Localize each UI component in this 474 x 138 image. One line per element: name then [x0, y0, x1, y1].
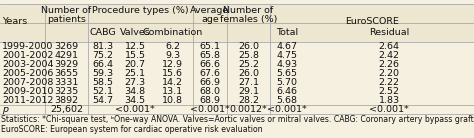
Text: 2.20: 2.20: [379, 69, 400, 78]
Text: 3655: 3655: [55, 69, 78, 78]
Text: Number of: Number of: [41, 6, 91, 14]
Text: 1999-2000: 1999-2000: [2, 42, 53, 51]
Text: 25.8: 25.8: [238, 51, 259, 60]
Text: 58.5: 58.5: [92, 78, 114, 87]
Text: 4.75: 4.75: [277, 51, 298, 60]
Text: Residual: Residual: [369, 28, 409, 37]
Text: 26.0: 26.0: [238, 69, 259, 78]
Text: 2009-2010: 2009-2010: [2, 87, 53, 96]
Text: 14.2: 14.2: [162, 78, 183, 87]
Text: 67.6: 67.6: [200, 69, 220, 78]
Text: age: age: [201, 15, 219, 24]
Text: <0.001*: <0.001*: [190, 105, 230, 114]
Text: 4291: 4291: [55, 51, 78, 60]
Text: EuroSCORE: EuroSCORE: [345, 17, 399, 26]
Text: 3892: 3892: [55, 96, 78, 105]
Text: 54.7: 54.7: [92, 96, 114, 105]
Text: 34.5: 34.5: [125, 96, 146, 105]
Text: 27.1: 27.1: [238, 78, 259, 87]
Text: Number of: Number of: [223, 6, 273, 14]
Text: 5.68: 5.68: [277, 96, 298, 105]
Text: 2.22: 2.22: [379, 78, 400, 87]
Text: 9.3: 9.3: [165, 51, 180, 60]
Text: 68.9: 68.9: [200, 96, 220, 105]
Text: Procedure types (%): Procedure types (%): [92, 6, 189, 14]
Text: <0.001*: <0.001*: [115, 105, 155, 114]
Text: 2001-2002: 2001-2002: [2, 51, 53, 60]
Text: 2007-2008: 2007-2008: [2, 78, 53, 87]
Text: 2.42: 2.42: [379, 51, 400, 60]
Text: CABG: CABG: [90, 28, 117, 37]
Text: 25,602: 25,602: [50, 105, 83, 114]
Text: 2.52: 2.52: [379, 87, 400, 96]
Text: Total: Total: [276, 28, 298, 37]
Text: 12.5: 12.5: [125, 42, 146, 51]
Text: EuroSCORE: European system for cardiac operative risk evaluation: EuroSCORE: European system for cardiac o…: [1, 125, 263, 134]
Text: 25.1: 25.1: [125, 69, 146, 78]
Text: 28.2: 28.2: [238, 96, 259, 105]
Text: 2.26: 2.26: [379, 60, 400, 69]
Text: 3235: 3235: [54, 87, 79, 96]
Text: 66.6: 66.6: [200, 60, 220, 69]
Text: 15.5: 15.5: [125, 51, 146, 60]
Text: 2011-2012: 2011-2012: [2, 96, 53, 105]
Text: 13.1: 13.1: [162, 87, 183, 96]
Text: 52.1: 52.1: [92, 87, 114, 96]
Text: 66.4: 66.4: [92, 60, 114, 69]
Text: 3331: 3331: [54, 78, 79, 87]
Text: 2.64: 2.64: [379, 42, 400, 51]
Text: 4.93: 4.93: [277, 60, 298, 69]
Text: 5.65: 5.65: [277, 69, 298, 78]
Text: 65.1: 65.1: [200, 42, 220, 51]
Text: 66.9: 66.9: [200, 78, 220, 87]
Text: Average: Average: [191, 6, 229, 14]
Text: 68.0: 68.0: [200, 87, 220, 96]
Bar: [0, 42, 474, 114]
Text: 65.8: 65.8: [200, 51, 220, 60]
Text: 75.2: 75.2: [92, 51, 114, 60]
Text: females (%): females (%): [219, 15, 277, 24]
Text: 6.46: 6.46: [277, 87, 298, 96]
Text: 59.3: 59.3: [92, 69, 114, 78]
Text: 26.0: 26.0: [238, 42, 259, 51]
Text: 3269: 3269: [55, 42, 78, 51]
Text: 25.2: 25.2: [238, 60, 259, 69]
Text: 5.70: 5.70: [277, 78, 298, 87]
Bar: [0, 4, 474, 42]
Text: 2003-2004: 2003-2004: [2, 60, 54, 69]
Text: p: p: [2, 105, 8, 114]
Text: Years: Years: [2, 17, 27, 26]
Text: patients: patients: [47, 15, 86, 24]
Text: 34.8: 34.8: [125, 87, 146, 96]
Text: 10.8: 10.8: [162, 96, 183, 105]
Text: 0.0012*: 0.0012*: [229, 105, 267, 114]
Text: <0.001*: <0.001*: [369, 105, 409, 114]
Text: 12.9: 12.9: [162, 60, 183, 69]
Text: 1.83: 1.83: [379, 96, 400, 105]
Text: Valves: Valves: [120, 28, 150, 37]
Text: 2005-2006: 2005-2006: [2, 69, 53, 78]
Text: Statistics: *Chi-square test, ᵇOne-way ANOVA. Valves=Aortic valves or mitral val: Statistics: *Chi-square test, ᵇOne-way A…: [1, 115, 474, 124]
Text: 4.67: 4.67: [277, 42, 298, 51]
Text: Combination: Combination: [142, 28, 203, 37]
Text: <0.001*: <0.001*: [267, 105, 307, 114]
Text: 20.7: 20.7: [125, 60, 146, 69]
Text: 29.1: 29.1: [238, 87, 259, 96]
Text: 81.3: 81.3: [92, 42, 114, 51]
Text: 3929: 3929: [55, 60, 78, 69]
Text: 27.3: 27.3: [125, 78, 146, 87]
Text: 15.6: 15.6: [162, 69, 183, 78]
Text: 6.2: 6.2: [165, 42, 180, 51]
